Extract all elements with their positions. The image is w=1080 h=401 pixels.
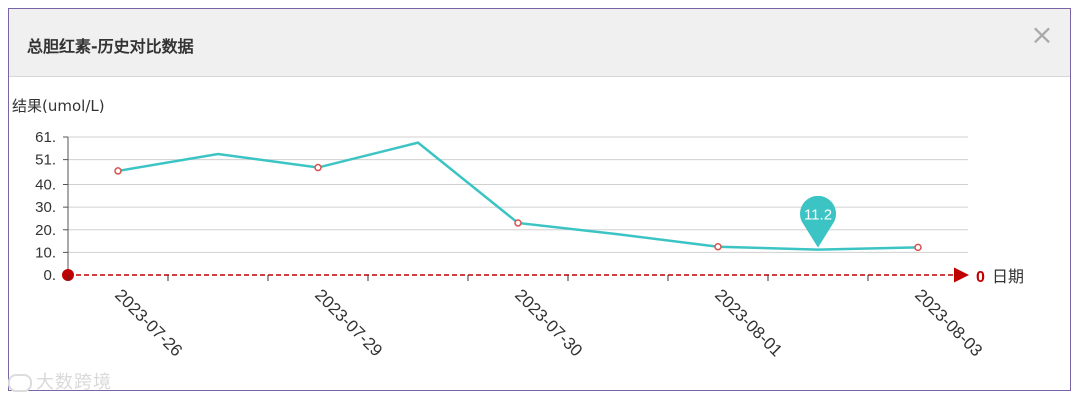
y-tick-label: 40. <box>35 177 56 194</box>
y-tick-label: 0. <box>43 267 56 284</box>
watermark-logo-icon <box>8 374 32 392</box>
grid <box>68 136 968 253</box>
x-axis: 0 日期 <box>62 267 1024 286</box>
x-tick-labels: 2023-07-26 2023-07-29 2023-07-30 2023-08-01… <box>111 285 986 360</box>
y-tick-label: 61. <box>35 129 56 146</box>
x-tick-label: 2023-07-30 <box>511 285 586 360</box>
dialog-header: 总胆红素-历史对比数据 × <box>9 9 1070 77</box>
value-annotation: 11.2 <box>799 195 836 248</box>
y-tick-label: 51. <box>35 152 56 169</box>
y-axis-label: 结果(umol/L) <box>12 97 105 115</box>
y-axis: 0. 10. 20. 30. 40. 51. 61. <box>35 129 69 284</box>
watermark-text: 大数跨境 <box>36 372 112 393</box>
watermark: 大数跨境 <box>8 368 112 394</box>
y-tick-label: 10. <box>35 244 56 261</box>
data-point <box>514 219 522 227</box>
data-point <box>114 167 122 175</box>
annotation-pin <box>799 195 836 248</box>
x-tick-label: 2023-08-01 <box>711 285 786 360</box>
x-axis-origin-label: 0 <box>976 269 985 286</box>
data-point <box>714 242 722 251</box>
series-line <box>117 141 919 251</box>
x-tick-label: 2023-08-03 <box>911 285 986 360</box>
y-tick-label: 20. <box>35 222 56 239</box>
data-point <box>314 163 322 172</box>
x-axis-label: 日期 <box>992 267 1024 286</box>
x-tick-label: 2023-07-26 <box>111 285 186 360</box>
close-icon[interactable]: × <box>1030 18 1054 51</box>
annotation-label: 11.2 <box>804 207 832 224</box>
history-dialog: 总胆红素-历史对比数据 × <box>8 8 1071 391</box>
dialog-title: 总胆红素-历史对比数据 <box>27 37 194 56</box>
data-series <box>114 141 922 252</box>
x-tick-label: 2023-07-29 <box>311 285 386 360</box>
y-tick-label: 30. <box>35 199 56 216</box>
data-point <box>914 243 922 252</box>
